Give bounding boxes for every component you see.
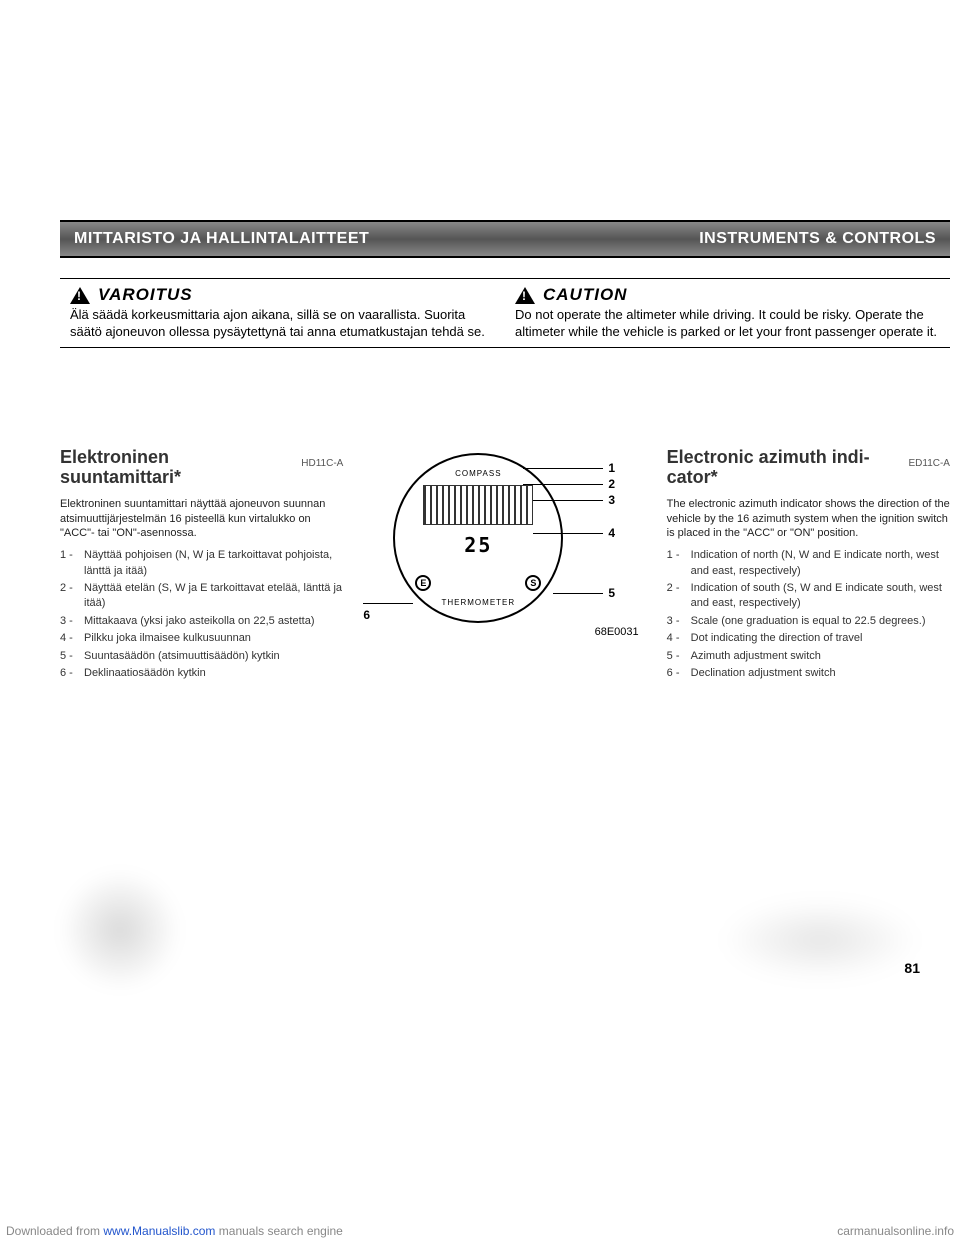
right-list: 1 -Indication of north (N, W and E indic… xyxy=(667,548,950,681)
footer-link[interactable]: www.Manualslib.com xyxy=(103,1224,215,1238)
warning-fi-body: Älä säädä korkeusmittaria ajon aikana, s… xyxy=(70,307,495,341)
left-code: HD11C-A xyxy=(301,458,343,469)
footer-right: carmanualsonline.info xyxy=(837,1224,954,1238)
list-item: 3 -Mittakaava (yksi jako asteikolla on 2… xyxy=(60,614,343,629)
callout-3: 3 xyxy=(608,493,615,507)
thermo-label: THERMOMETER xyxy=(441,598,515,607)
lcd-display xyxy=(423,485,533,525)
warning-icon xyxy=(70,287,90,304)
left-list: 1 -Näyttää pohjoisen (N, W ja E tarkoitt… xyxy=(60,548,343,681)
content-row: HD11C-A Elektroninen suuntamittari* Elek… xyxy=(60,448,950,684)
list-item: 2 -Näyttää etelän (S, W ja E tarkoittava… xyxy=(60,581,343,612)
center-column: COMPASS 25 THERMOMETER E S 1 2 3 4 5 xyxy=(363,448,646,684)
callout-1: 1 xyxy=(608,461,615,475)
header-bar: MITTARISTO JA HALLINTALAITTEET INSTRUMEN… xyxy=(60,220,950,258)
scan-smudge xyxy=(720,900,920,980)
list-item: 4 -Pilkku joka ilmaisee kulkusuunnan xyxy=(60,631,343,646)
left-para: Elektroninen suuntamittari näyttää ajone… xyxy=(60,497,343,540)
list-item: 5 -Suuntasäädön (atsimuuttisäädön) kytki… xyxy=(60,649,343,664)
list-item: 1 -Indication of north (N, W and E indic… xyxy=(667,548,950,579)
callout-4: 4 xyxy=(608,526,615,540)
left-title2: suuntamittari* xyxy=(60,468,343,488)
list-item: 3 -Scale (one graduation is equal to 22.… xyxy=(667,614,950,629)
compass-diagram: COMPASS 25 THERMOMETER E S 1 2 3 4 5 xyxy=(363,448,646,638)
right-column: ED11C-A Electronic azimuth indi- cator* … xyxy=(667,448,950,684)
warning-row: VAROITUS Älä säädä korkeusmittaria ajon … xyxy=(60,278,950,348)
warning-fi-title: VAROITUS xyxy=(98,285,193,305)
list-item: 4 -Dot indicating the direction of trave… xyxy=(667,631,950,646)
right-title1: Electronic azimuth indi- xyxy=(667,448,950,468)
list-item: 6 -Declination adjustment switch xyxy=(667,666,950,681)
footer: Downloaded from www.Manualslib.com manua… xyxy=(6,1224,954,1238)
list-item: 5 -Azimuth adjustment switch xyxy=(667,649,950,664)
list-item: 1 -Näyttää pohjoisen (N, W ja E tarkoitt… xyxy=(60,548,343,579)
right-title2: cator* xyxy=(667,468,950,488)
button-left: E xyxy=(415,575,431,591)
warning-fi: VAROITUS Älä säädä korkeusmittaria ajon … xyxy=(70,285,495,341)
scan-smudge xyxy=(60,870,180,990)
right-para: The electronic azimuth indicator shows t… xyxy=(667,497,950,540)
list-item: 6 -Deklinaatiosäädön kytkin xyxy=(60,666,343,681)
header-left: MITTARISTO JA HALLINTALAITTEET xyxy=(74,230,369,248)
header-right: INSTRUMENTS & CONTROLS xyxy=(699,230,936,248)
warning-en-body: Do not operate the altimeter while drivi… xyxy=(515,307,940,341)
callout-5: 5 xyxy=(608,586,615,600)
button-right: S xyxy=(525,575,541,591)
thermo-digits: 25 xyxy=(464,533,492,557)
caution-icon xyxy=(515,287,535,304)
compass-label: COMPASS xyxy=(455,469,501,478)
left-column: HD11C-A Elektroninen suuntamittari* Elek… xyxy=(60,448,343,684)
warning-en: CAUTION Do not operate the altimeter whi… xyxy=(515,285,940,341)
callout-6: 6 xyxy=(363,608,370,622)
warning-en-title: CAUTION xyxy=(543,285,627,305)
figure-number: 68E0031 xyxy=(595,626,639,638)
right-code: ED11C-A xyxy=(908,458,950,469)
footer-left: Downloaded from www.Manualslib.com manua… xyxy=(6,1224,343,1238)
list-item: 2 -Indication of south (S, W and E indic… xyxy=(667,581,950,612)
callout-2: 2 xyxy=(608,477,615,491)
gauge: COMPASS 25 THERMOMETER E S xyxy=(393,453,563,623)
